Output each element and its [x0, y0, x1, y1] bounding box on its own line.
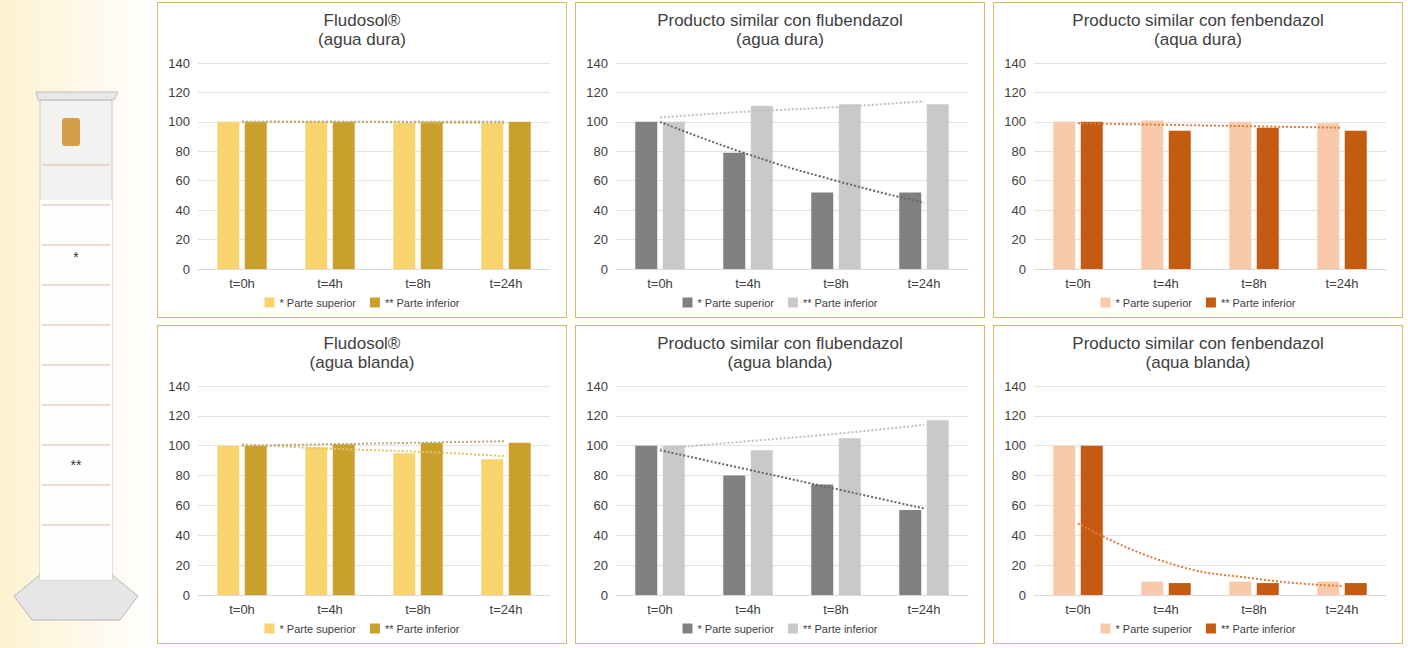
svg-text:40: 40	[176, 528, 190, 543]
svg-text:120: 120	[168, 85, 190, 100]
svg-text:**: **	[71, 457, 82, 473]
svg-text:Producto similar con flubendaz: Producto similar con flubendazol	[657, 334, 903, 353]
svg-text:t=4h: t=4h	[317, 602, 343, 617]
svg-text:t=24h: t=24h	[908, 276, 941, 291]
svg-text:t=24h: t=24h	[490, 602, 523, 617]
svg-text:** Parte inferior: ** Parte inferior	[385, 297, 460, 309]
svg-text:80: 80	[594, 468, 608, 483]
svg-text:(agua dura): (agua dura)	[736, 30, 824, 49]
svg-text:t=24h: t=24h	[908, 602, 941, 617]
svg-text:t=24h: t=24h	[490, 276, 523, 291]
svg-text:60: 60	[176, 498, 190, 513]
svg-text:80: 80	[176, 144, 190, 159]
svg-text:140: 140	[1004, 56, 1026, 71]
svg-text:*: *	[73, 249, 79, 265]
svg-text:60: 60	[176, 173, 190, 188]
svg-text:* Parte superior: * Parte superior	[1115, 297, 1192, 309]
svg-text:** Parte inferior: ** Parte inferior	[803, 297, 878, 309]
svg-text:** Parte inferior: ** Parte inferior	[385, 623, 460, 635]
svg-text:140: 140	[168, 379, 190, 394]
svg-text:80: 80	[594, 144, 608, 159]
svg-text:40: 40	[594, 528, 608, 543]
svg-text:60: 60	[594, 173, 608, 188]
svg-text:20: 20	[176, 232, 190, 247]
svg-text:100: 100	[168, 114, 190, 129]
svg-text:0: 0	[183, 262, 190, 277]
svg-text:t=8h: t=8h	[405, 276, 431, 291]
svg-text:140: 140	[586, 379, 608, 394]
svg-text:* Parte superior: * Parte superior	[279, 297, 356, 309]
svg-text:0: 0	[183, 588, 190, 603]
svg-text:120: 120	[168, 408, 190, 423]
svg-text:t=4h: t=4h	[1153, 276, 1179, 291]
svg-text:120: 120	[586, 408, 608, 423]
svg-text:(agua blanda): (agua blanda)	[310, 353, 415, 372]
svg-text:100: 100	[1004, 438, 1026, 453]
svg-text:t=0h: t=0h	[229, 602, 255, 617]
svg-text:80: 80	[176, 468, 190, 483]
svg-text:100: 100	[1004, 114, 1026, 129]
svg-text:t=24h: t=24h	[1326, 276, 1359, 291]
svg-text:t=4h: t=4h	[317, 276, 343, 291]
svg-text:Producto similar con fenbendaz: Producto similar con fenbendazol	[1072, 334, 1323, 353]
svg-text:(agua blanda): (agua blanda)	[728, 353, 833, 372]
svg-text:20: 20	[594, 232, 608, 247]
svg-text:Producto similar con fenbendaz: Producto similar con fenbendazol	[1072, 11, 1323, 30]
svg-text:t=8h: t=8h	[1241, 602, 1267, 617]
svg-text:t=0h: t=0h	[1065, 276, 1091, 291]
svg-text:20: 20	[1012, 232, 1026, 247]
svg-text:t=8h: t=8h	[405, 602, 431, 617]
svg-text:80: 80	[1012, 144, 1026, 159]
svg-text:40: 40	[1012, 528, 1026, 543]
svg-text:140: 140	[1004, 379, 1026, 394]
svg-text:0: 0	[601, 262, 608, 277]
svg-text:20: 20	[1012, 558, 1026, 573]
svg-text:t=0h: t=0h	[647, 602, 673, 617]
svg-text:0: 0	[601, 588, 608, 603]
svg-text:t=4h: t=4h	[1153, 602, 1179, 617]
svg-text:100: 100	[586, 438, 608, 453]
svg-text:* Parte superior: * Parte superior	[279, 623, 356, 635]
svg-text:** Parte inferior: ** Parte inferior	[1221, 623, 1296, 635]
svg-text:120: 120	[1004, 85, 1026, 100]
svg-text:60: 60	[1012, 173, 1026, 188]
svg-text:t=0h: t=0h	[229, 276, 255, 291]
svg-text:60: 60	[1012, 498, 1026, 513]
svg-text:100: 100	[168, 438, 190, 453]
svg-text:60: 60	[594, 498, 608, 513]
svg-text:* Parte superior: * Parte superior	[697, 623, 774, 635]
svg-text:120: 120	[586, 85, 608, 100]
svg-text:** Parte inferior: ** Parte inferior	[803, 623, 878, 635]
svg-text:40: 40	[594, 203, 608, 218]
svg-text:** Parte inferior: ** Parte inferior	[1221, 297, 1296, 309]
svg-text:40: 40	[176, 203, 190, 218]
svg-text:0: 0	[1019, 588, 1026, 603]
svg-text:100: 100	[586, 114, 608, 129]
svg-text:* Parte superior: * Parte superior	[697, 297, 774, 309]
svg-text:Producto similar con flubendaz: Producto similar con flubendazol	[657, 11, 903, 30]
svg-text:t=4h: t=4h	[735, 602, 761, 617]
svg-text:(agua dura): (agua dura)	[318, 30, 406, 49]
svg-text:Fludosol®: Fludosol®	[324, 11, 401, 30]
svg-text:140: 140	[168, 56, 190, 71]
svg-text:140: 140	[586, 56, 608, 71]
svg-text:20: 20	[176, 558, 190, 573]
svg-text:80: 80	[1012, 468, 1026, 483]
svg-text:* Parte superior: * Parte superior	[1115, 623, 1192, 635]
svg-text:t=24h: t=24h	[1326, 602, 1359, 617]
svg-text:t=8h: t=8h	[1241, 276, 1267, 291]
svg-text:20: 20	[594, 558, 608, 573]
svg-text:t=8h: t=8h	[823, 276, 849, 291]
svg-text:(aqua blanda): (aqua blanda)	[1146, 353, 1251, 372]
svg-text:40: 40	[1012, 203, 1026, 218]
svg-text:Fludosol®: Fludosol®	[324, 334, 401, 353]
svg-text:t=0h: t=0h	[647, 276, 673, 291]
svg-text:(aqua dura): (aqua dura)	[1154, 30, 1242, 49]
svg-text:t=0h: t=0h	[1065, 602, 1091, 617]
svg-text:120: 120	[1004, 408, 1026, 423]
svg-text:0: 0	[1019, 262, 1026, 277]
svg-text:t=4h: t=4h	[735, 276, 761, 291]
svg-text:t=8h: t=8h	[823, 602, 849, 617]
